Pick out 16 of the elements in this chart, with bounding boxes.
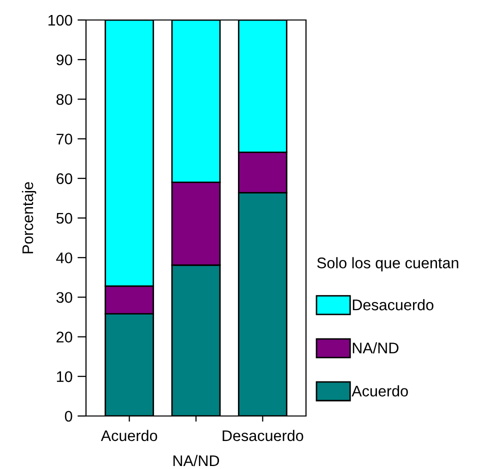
y-axis-title: Porcentaje bbox=[22, 182, 36, 254]
legend-label: Acuerdo bbox=[352, 385, 408, 396]
y-tick-label: 80 bbox=[56, 94, 72, 105]
y-tick-label: 10 bbox=[56, 371, 72, 382]
y-tick-label: 0 bbox=[64, 410, 72, 422]
legend-title: Solo los que cuentan bbox=[317, 257, 458, 272]
y-tick-label: 90 bbox=[56, 54, 72, 66]
y-tick-label: 40 bbox=[56, 252, 72, 264]
legend-label: NA/ND bbox=[352, 342, 398, 354]
y-tick-label: 60 bbox=[56, 173, 72, 184]
y-tick-label: 20 bbox=[56, 332, 72, 342]
y-tick-label: 100 bbox=[48, 14, 72, 26]
y-tick-label: 30 bbox=[56, 292, 72, 303]
y-tick-label: 50 bbox=[56, 212, 72, 224]
y-tick-label: 70 bbox=[56, 134, 72, 144]
legend-label: Desacuerdo bbox=[352, 299, 434, 310]
